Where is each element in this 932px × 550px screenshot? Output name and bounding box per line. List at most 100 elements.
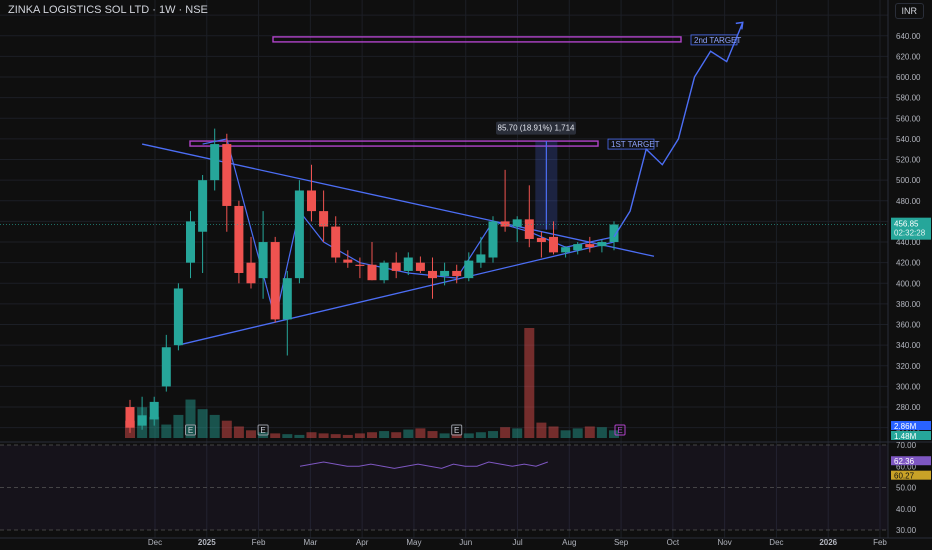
- triangle-lower-line: [177, 241, 615, 346]
- volume-bar: [391, 432, 402, 438]
- price-tick-label: 560.00: [896, 114, 921, 123]
- time-tick-label: Sep: [614, 538, 629, 547]
- volume-value: 2.86M: [894, 422, 917, 431]
- candle-body: [307, 190, 316, 212]
- candle-body: [464, 260, 474, 279]
- earnings-marker-label: E: [188, 426, 193, 435]
- time-tick-label: Dec: [769, 538, 783, 547]
- volume-bar: [282, 434, 293, 438]
- candle-body: [294, 190, 304, 279]
- candle-body: [149, 401, 159, 420]
- candle-body: [125, 407, 135, 428]
- volume-bar: [560, 430, 571, 438]
- volume-bar: [185, 399, 196, 438]
- last-price-value: 456.85: [894, 220, 919, 229]
- volume-bar: [330, 434, 341, 438]
- volume-bar: [488, 431, 498, 438]
- candle-body: [536, 237, 546, 243]
- symbol-header[interactable]: ZINKA LOGISTICS SOL LTD · 1W · NSE: [8, 4, 208, 16]
- volume-bar: [354, 433, 365, 438]
- volume-bar: [246, 430, 256, 438]
- time-tick-label: Jun: [459, 538, 472, 547]
- volume-badge-2: [891, 431, 931, 440]
- candle-body: [524, 219, 534, 239]
- earnings-marker: [451, 424, 463, 436]
- price-tick-label: 600.00: [896, 73, 921, 82]
- candle-body: [367, 264, 377, 281]
- price-tick-label: 380.00: [896, 300, 921, 309]
- measure-label-group: 85.70 (18.91%) 1,714: [496, 121, 576, 135]
- time-tick-label: Oct: [667, 538, 680, 547]
- candle-body: [161, 347, 171, 387]
- candle-body: [476, 254, 486, 263]
- candle-body: [246, 262, 256, 284]
- currency-badge[interactable]: INR: [894, 3, 924, 19]
- volume-bar: [197, 409, 208, 438]
- candle-body: [597, 242, 607, 247]
- target2-label: 2nd TARGET: [694, 36, 741, 45]
- volume-bar: [500, 427, 511, 438]
- price-tick-label: 280.00: [896, 403, 921, 412]
- candle-body: [415, 262, 425, 271]
- candle-body: [222, 144, 232, 206]
- volume-bar: [427, 431, 438, 438]
- rsi-badge-2: [891, 470, 931, 480]
- earnings-marker-label: E: [617, 426, 622, 435]
- candle-body: [561, 247, 571, 253]
- measure-label-bg: [496, 121, 576, 135]
- price-tick-label: 320.00: [896, 362, 921, 371]
- volume-bar: [524, 328, 535, 438]
- price-tick-label: 500.00: [896, 176, 921, 185]
- symbol-name: ZINKA LOGISTICS SOL LTD: [8, 4, 150, 16]
- volume-bar: [596, 427, 607, 438]
- time-tick-label: Jul: [512, 538, 522, 547]
- candle-body: [355, 264, 365, 266]
- countdown-value: 02:32:28: [894, 229, 926, 238]
- price-tick-label: 580.00: [896, 94, 921, 103]
- rsi-tick-label: 60.00: [896, 462, 917, 471]
- candle-body: [428, 270, 437, 279]
- candle-body: [282, 278, 292, 320]
- candle-body: [452, 270, 462, 277]
- exchange: NSE: [185, 4, 208, 16]
- time-tick-label: Feb: [252, 538, 266, 547]
- volume-bar: [536, 422, 547, 438]
- volume-bar: [379, 431, 390, 438]
- volume-bar: [209, 414, 220, 438]
- candle-body: [573, 244, 583, 251]
- earnings-marker-label: E: [454, 426, 459, 435]
- candle-body: [270, 242, 280, 320]
- volume-bar: [270, 433, 281, 438]
- candle-body: [488, 221, 498, 258]
- candle-body: [343, 259, 353, 263]
- price-tick-label: 620.00: [896, 52, 921, 61]
- candle-body: [403, 257, 413, 271]
- volume-bar: [221, 420, 232, 438]
- time-tick-label: Dec: [148, 538, 162, 547]
- rsi-line: [299, 461, 548, 469]
- time-tick-label: Nov: [718, 538, 732, 547]
- target1-label: 1ST TARGET: [611, 140, 660, 149]
- price-tick-label: 360.00: [896, 321, 921, 330]
- candle-body: [319, 211, 329, 227]
- rsi-badge: [891, 456, 931, 466]
- candle-body: [585, 244, 595, 248]
- rsi-tick-label: 50.00: [896, 484, 917, 493]
- price-tick-label: 520.00: [896, 156, 921, 165]
- candle-body: [609, 224, 619, 243]
- projection-arrowhead: [735, 21, 744, 30]
- volume-bar: [609, 430, 619, 438]
- volume-bar: [318, 433, 329, 438]
- time-tick-label: Apr: [356, 538, 369, 547]
- time-tick-label: Mar: [303, 538, 317, 547]
- price-tick-label: 420.00: [896, 259, 921, 268]
- earnings-marker: [257, 424, 269, 436]
- candle-body: [173, 288, 183, 346]
- header-separator: ·: [175, 4, 186, 16]
- time-tick-label: 2025: [198, 538, 216, 547]
- price-tick-label: 480.00: [896, 197, 921, 206]
- volume-bar: [149, 416, 160, 438]
- volume-bar: [463, 433, 474, 438]
- volume-bar: [584, 426, 595, 438]
- earnings-marker: [185, 424, 196, 436]
